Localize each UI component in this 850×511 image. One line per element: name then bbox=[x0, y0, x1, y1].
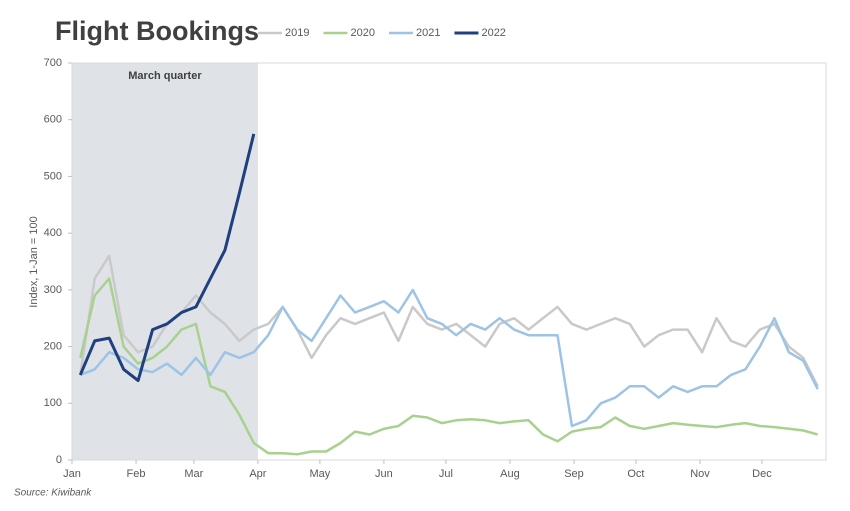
plot-frame bbox=[71, 62, 827, 461]
x-tick-label: Aug bbox=[500, 468, 520, 480]
chart-title: Flight Bookings bbox=[55, 16, 259, 46]
x-tick-label: Oct bbox=[627, 468, 644, 480]
x-tick-label: Apr bbox=[249, 468, 266, 480]
x-tick-label: Jun bbox=[375, 468, 393, 480]
y-tick-label: 500 bbox=[44, 170, 62, 182]
y-tick-label: 100 bbox=[44, 397, 62, 409]
x-tick-label: Feb bbox=[127, 468, 146, 480]
series-line bbox=[78, 133, 256, 383]
y-axis-label: Index, 1-Jan = 100 bbox=[28, 216, 40, 307]
x-tick-label: Nov bbox=[690, 468, 710, 480]
x-tick-label: Sep bbox=[564, 468, 584, 480]
shaded-label: March quarter bbox=[128, 70, 202, 82]
y-tick-label: 400 bbox=[44, 227, 62, 239]
y-tick-label: 200 bbox=[44, 340, 62, 352]
y-tick-label: 0 bbox=[56, 454, 62, 466]
x-tick-label: May bbox=[309, 468, 330, 480]
legend-label: 2022 bbox=[481, 27, 505, 39]
series-line bbox=[79, 254, 819, 387]
y-tick-label: 300 bbox=[44, 284, 62, 296]
x-tick-label: Mar bbox=[184, 468, 203, 480]
legend-label: 2019 bbox=[285, 27, 309, 39]
legend-label: 2021 bbox=[416, 27, 440, 39]
y-tick-label: 600 bbox=[44, 114, 62, 126]
x-tick-label: Dec bbox=[752, 468, 772, 480]
x-tick-label: Jul bbox=[439, 468, 453, 480]
source-note: Source: Kiwibank bbox=[14, 488, 92, 499]
series-line bbox=[79, 277, 819, 456]
x-tick-label: Jan bbox=[63, 468, 81, 480]
series-line bbox=[79, 288, 819, 428]
y-tick-label: 700 bbox=[44, 57, 62, 69]
legend-label: 2020 bbox=[350, 27, 374, 39]
